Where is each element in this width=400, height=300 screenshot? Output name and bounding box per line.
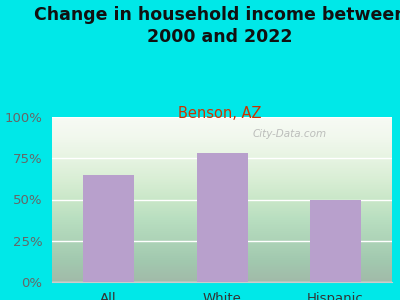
Bar bbox=[310, 200, 361, 282]
Text: City-Data.com: City-Data.com bbox=[253, 129, 327, 139]
Text: Change in household income between
2000 and 2022: Change in household income between 2000 … bbox=[34, 6, 400, 46]
Text: Benson, AZ: Benson, AZ bbox=[178, 106, 262, 122]
Bar bbox=[83, 175, 134, 282]
Bar bbox=[196, 153, 248, 282]
